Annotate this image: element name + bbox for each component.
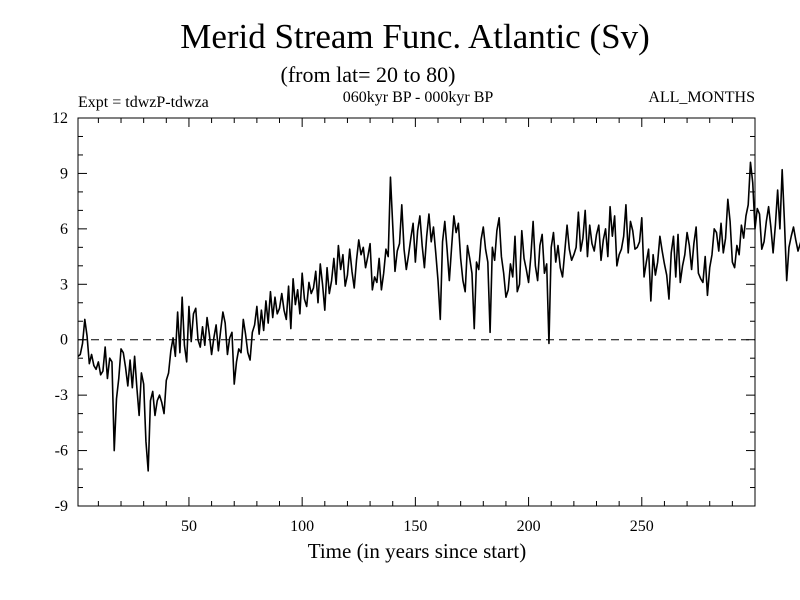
season-label: ALL_MONTHS [648, 89, 755, 106]
y-tick-label: 0 [60, 332, 68, 349]
tick-marks [78, 117, 755, 507]
y-tick-label: -9 [55, 498, 68, 515]
axes [77, 117, 756, 507]
y-tick-label: 12 [52, 110, 68, 127]
x-tick-label: 100 [290, 518, 314, 535]
x-tick-label: 150 [403, 518, 427, 535]
experiment-label: Expt = tdwzP-tdwza [78, 94, 209, 111]
y-tick-label: 6 [60, 221, 68, 238]
y-tick-label: -3 [55, 387, 68, 404]
y-tick-label: -6 [55, 443, 68, 460]
tick-labels: 50 100 150 200 250 -9 -6 -3 0 3 6 9 12 [52, 110, 654, 535]
period-label: 060kyr BP - 000kyr BP [343, 89, 494, 106]
plot-frame [77, 117, 756, 507]
x-tick-label: 250 [630, 518, 654, 535]
x-tick-label: 200 [517, 518, 541, 535]
chart-title: Merid Stream Func. Atlantic (Sv) [180, 17, 650, 56]
x-axis-label: Time (in years since start) [308, 539, 527, 563]
x-tick-label: 50 [181, 518, 197, 535]
y-tick-label: 9 [60, 165, 68, 182]
chart-subtitle: (from lat= 20 to 80) [281, 62, 456, 87]
y-tick-label: 3 [60, 276, 68, 293]
series-layer [77, 161, 800, 472]
series-line-msf-atlantic [77, 161, 800, 472]
